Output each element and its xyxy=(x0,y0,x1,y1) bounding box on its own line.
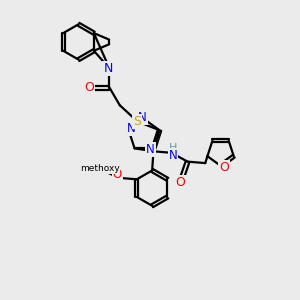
Text: methoxy: methoxy xyxy=(80,164,120,173)
Text: N: N xyxy=(169,149,177,162)
Text: O: O xyxy=(219,161,229,174)
Text: H: H xyxy=(169,143,177,153)
Text: S: S xyxy=(134,115,141,128)
Text: N: N xyxy=(146,143,155,156)
Text: N: N xyxy=(138,111,147,124)
Text: O: O xyxy=(112,168,122,181)
Text: O: O xyxy=(175,176,185,189)
Text: O: O xyxy=(84,81,94,94)
Text: N: N xyxy=(127,122,136,135)
Text: N: N xyxy=(103,62,113,75)
